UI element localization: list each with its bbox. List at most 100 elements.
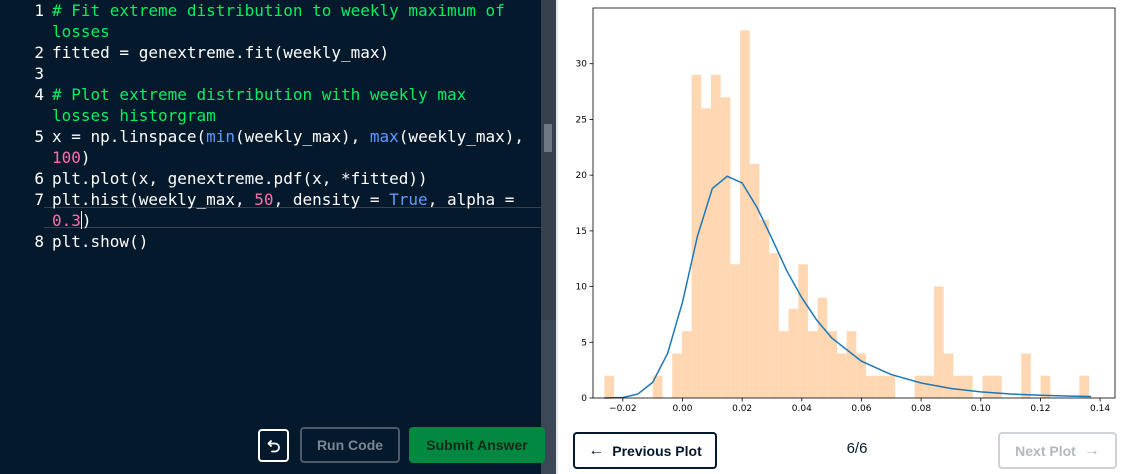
code-text: # Plot extreme distribution with weekly …: [52, 84, 466, 105]
reset-code-button[interactable]: [258, 429, 289, 462]
editor-scrollbar[interactable]: [541, 0, 556, 474]
code-line[interactable]: 2 fitted = genextreme.fit(weekly_max): [0, 42, 556, 63]
code-line[interactable]: 6 plt.plot(x, genextreme.pdf(x, *fitted)): [0, 168, 556, 189]
histogram-bar: [710, 74, 721, 398]
histogram-bar: [807, 331, 818, 398]
x-tick-label: 0.14: [1090, 404, 1110, 414]
code-token: max: [369, 127, 399, 146]
histogram-bar: [1021, 353, 1031, 398]
histogram-bar: [992, 375, 1002, 398]
line-number: 1: [34, 1, 44, 20]
code-token: , density =: [273, 190, 390, 209]
histogram-bar: [1040, 375, 1051, 398]
code-token: plt.show(): [52, 232, 149, 251]
code-token: ): [80, 148, 91, 167]
histogram-bar: [778, 331, 789, 398]
code-text: plt.hist(weekly_max, 50, density = True,…: [52, 189, 514, 210]
code-text: fitted = genextreme.fit(weekly_max): [52, 42, 389, 63]
text-cursor: [80, 211, 82, 229]
code-token: (weekly_max),: [235, 127, 370, 146]
code-token: ): [81, 211, 92, 230]
code-line[interactable]: 7 plt.hist(weekly_max, 50, density = True…: [0, 189, 556, 210]
active-line-highlight: [44, 207, 556, 228]
code-token: losses: [52, 22, 110, 41]
x-tick-label: 0.08: [911, 404, 931, 414]
histogram-bar: [759, 219, 770, 398]
histogram-bar: [652, 375, 663, 398]
code-token: True: [389, 190, 428, 209]
next-plot-label: Next Plot: [1015, 442, 1076, 459]
run-code-button[interactable]: Run Code: [300, 427, 400, 463]
plot-page-indicator: 6/6: [846, 440, 868, 457]
histogram-bar: [672, 353, 682, 398]
histogram-bar: [866, 375, 876, 398]
histogram-bar: [817, 297, 828, 398]
x-tick-label: 0.00: [672, 404, 692, 414]
x-tick-label: 0.04: [792, 404, 812, 414]
code-editor[interactable]: 1 # Fit extreme distribution to weekly ma…: [0, 0, 558, 474]
histogram-bar: [788, 308, 799, 398]
panel-divider[interactable]: [556, 0, 558, 474]
code-text: 0.3): [52, 210, 92, 231]
histogram-bar: [953, 375, 964, 398]
code-line[interactable]: 0.3): [0, 210, 556, 231]
histogram-bar: [1079, 375, 1090, 398]
code-token: 100: [52, 148, 81, 167]
line-number: 3: [34, 64, 44, 83]
x-tick-label: 0.10: [971, 404, 991, 414]
scrollbar-thumb[interactable]: [544, 124, 552, 152]
x-tick-label: 0.06: [851, 404, 871, 414]
undo-arrow-icon: [267, 439, 280, 452]
histogram-bar: [720, 97, 731, 399]
code-text: # Fit extreme distribution to weekly max…: [52, 0, 505, 21]
y-tick-label: 15: [576, 227, 587, 237]
histogram-bar: [827, 331, 837, 398]
code-line[interactable]: losses historgram: [0, 105, 556, 126]
line-number: 6: [34, 169, 44, 188]
code-token: fitted = genextreme.fit(weekly_max): [52, 43, 390, 62]
code-line[interactable]: 100): [0, 147, 556, 168]
histogram-bar: [701, 108, 711, 399]
code-text: losses: [52, 21, 110, 42]
next-plot-button[interactable]: Next Plot →: [998, 432, 1117, 469]
x-tick-label: 0.02: [732, 404, 752, 414]
arrow-left-icon: ←: [588, 441, 605, 459]
histogram-bar: [798, 264, 808, 398]
y-tick-label: 10: [576, 283, 588, 293]
code-area[interactable]: 1 # Fit extreme distribution to weekly ma…: [0, 0, 556, 252]
y-tick-label: 5: [581, 338, 587, 348]
histogram-chart: −0.02 0.00 0.02 0.04 0.06 0.08 0.10 0.12 0.14 0 5 1…: [576, 7, 1116, 414]
code-line[interactable]: 8 plt.show(): [0, 231, 556, 252]
histogram-bar: [604, 375, 615, 398]
y-tick-label: 20: [576, 171, 588, 181]
submit-answer-button[interactable]: Submit Answer: [409, 427, 545, 463]
x-tick-label: 0.12: [1030, 404, 1050, 414]
code-token: losses historgram: [52, 106, 216, 125]
histogram-bar: [982, 375, 993, 398]
code-line[interactable]: 1 # Fit extreme distribution to weekly ma…: [0, 0, 556, 21]
code-token: plt.hist(weekly_max,: [52, 190, 255, 209]
code-token: , alpha =: [427, 190, 515, 209]
x-tick-label: −0.02: [609, 404, 637, 414]
histogram-bar: [691, 74, 702, 398]
code-text: plt.plot(x, genextreme.pdf(x, *fitted)): [52, 168, 428, 189]
scrollbar-track[interactable]: [541, 0, 556, 320]
code-line[interactable]: losses: [0, 21, 556, 42]
code-line[interactable]: 4 # Plot extreme distribution with weekly…: [0, 84, 556, 105]
plot-frame: [592, 7, 1116, 399]
y-tick-label: 0: [581, 394, 587, 404]
code-token: (weekly_max),: [398, 127, 525, 146]
code-token: plt.plot(x, genextreme.pdf(x, *fitted)): [52, 169, 428, 188]
code-text: plt.show(): [52, 231, 148, 252]
previous-plot-button[interactable]: ← Previous Plot: [573, 432, 717, 469]
histogram-bar: [943, 353, 954, 398]
histogram-bar: [924, 375, 934, 398]
code-text: x = np.linspace(min(weekly_max), max(wee…: [52, 126, 524, 147]
code-line[interactable]: 3: [0, 63, 556, 84]
histogram-bar: [836, 353, 847, 398]
line-number: 8: [34, 232, 44, 251]
plot-panel: −0.02 0.00 0.02 0.04 0.06 0.08 0.10 0.12 0.14 0 5 1…: [558, 0, 1122, 474]
histogram-bar: [730, 264, 741, 398]
pdf-line: [604, 175, 1092, 399]
